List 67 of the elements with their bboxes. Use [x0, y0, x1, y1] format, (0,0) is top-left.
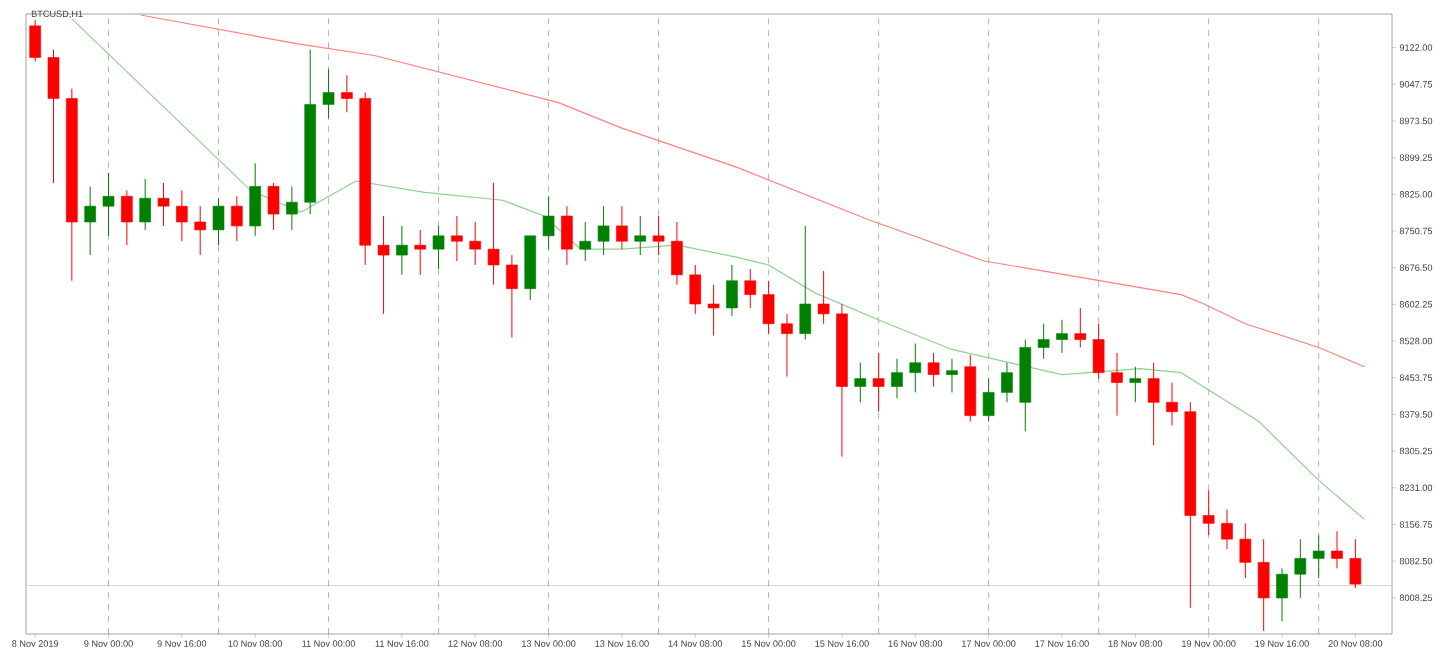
candlestick — [322, 68, 335, 119]
candlestick — [194, 205, 206, 256]
candlestick — [597, 205, 610, 256]
candlestick — [1294, 538, 1307, 599]
candlestick — [121, 189, 133, 246]
candlestick — [854, 362, 867, 403]
candlestick — [1239, 522, 1252, 579]
candlestick — [1111, 352, 1123, 417]
candlestick — [212, 197, 225, 246]
candlestick — [817, 270, 830, 325]
candlestick — [1001, 362, 1013, 403]
line-series — [71, 18, 1366, 520]
candlestick — [451, 215, 463, 262]
candlestick — [762, 280, 775, 335]
candlestick — [579, 221, 592, 262]
candlestick — [891, 358, 903, 399]
candlestick — [1349, 538, 1362, 589]
candlestick — [982, 378, 995, 423]
candlestick — [872, 352, 885, 413]
candlestick — [652, 215, 665, 256]
candlestick — [286, 185, 298, 231]
candlestick — [634, 215, 647, 256]
candlestick — [1074, 307, 1087, 348]
candlestick — [469, 221, 482, 266]
candlestick — [84, 185, 96, 256]
candlestick — [341, 74, 353, 113]
candlestick — [1037, 323, 1050, 360]
candlestick — [726, 264, 738, 317]
candlestick — [1276, 567, 1288, 622]
candlestick — [414, 229, 427, 276]
candlestick — [29, 19, 41, 62]
candlestick — [946, 358, 958, 393]
candlestick — [231, 195, 243, 242]
candlestick — [616, 205, 628, 250]
candlestick — [249, 162, 261, 237]
candlestick — [487, 182, 500, 286]
candlestick — [1147, 362, 1160, 446]
candlestick — [396, 225, 408, 276]
candlestick — [377, 215, 390, 315]
candlestick — [506, 254, 518, 339]
candlestick — [1331, 530, 1343, 569]
candlestick — [1312, 534, 1325, 579]
candlestick — [542, 195, 555, 250]
candlestick — [102, 172, 115, 237]
candlestick — [1202, 489, 1215, 536]
candlestick — [707, 284, 720, 337]
candlestick — [432, 225, 445, 270]
candlestick — [1221, 509, 1233, 550]
candlestick — [927, 352, 940, 387]
candlestick — [47, 49, 60, 184]
candlestick — [561, 205, 573, 266]
candlestick — [1092, 323, 1105, 380]
candlestick — [671, 221, 683, 286]
candlestick — [1129, 366, 1142, 403]
candlestick — [139, 178, 151, 231]
candlestick — [781, 313, 793, 378]
candlestick — [1166, 382, 1178, 427]
candlestick — [689, 264, 702, 315]
line-series — [140, 14, 1366, 368]
candlestick — [799, 225, 812, 341]
candlestick — [1257, 538, 1270, 632]
candlestick — [157, 182, 170, 227]
candlestick — [267, 182, 280, 231]
candlestick — [176, 189, 188, 242]
candlestick — [1056, 319, 1068, 354]
candlestick — [909, 343, 922, 393]
candlestick — [744, 268, 757, 309]
